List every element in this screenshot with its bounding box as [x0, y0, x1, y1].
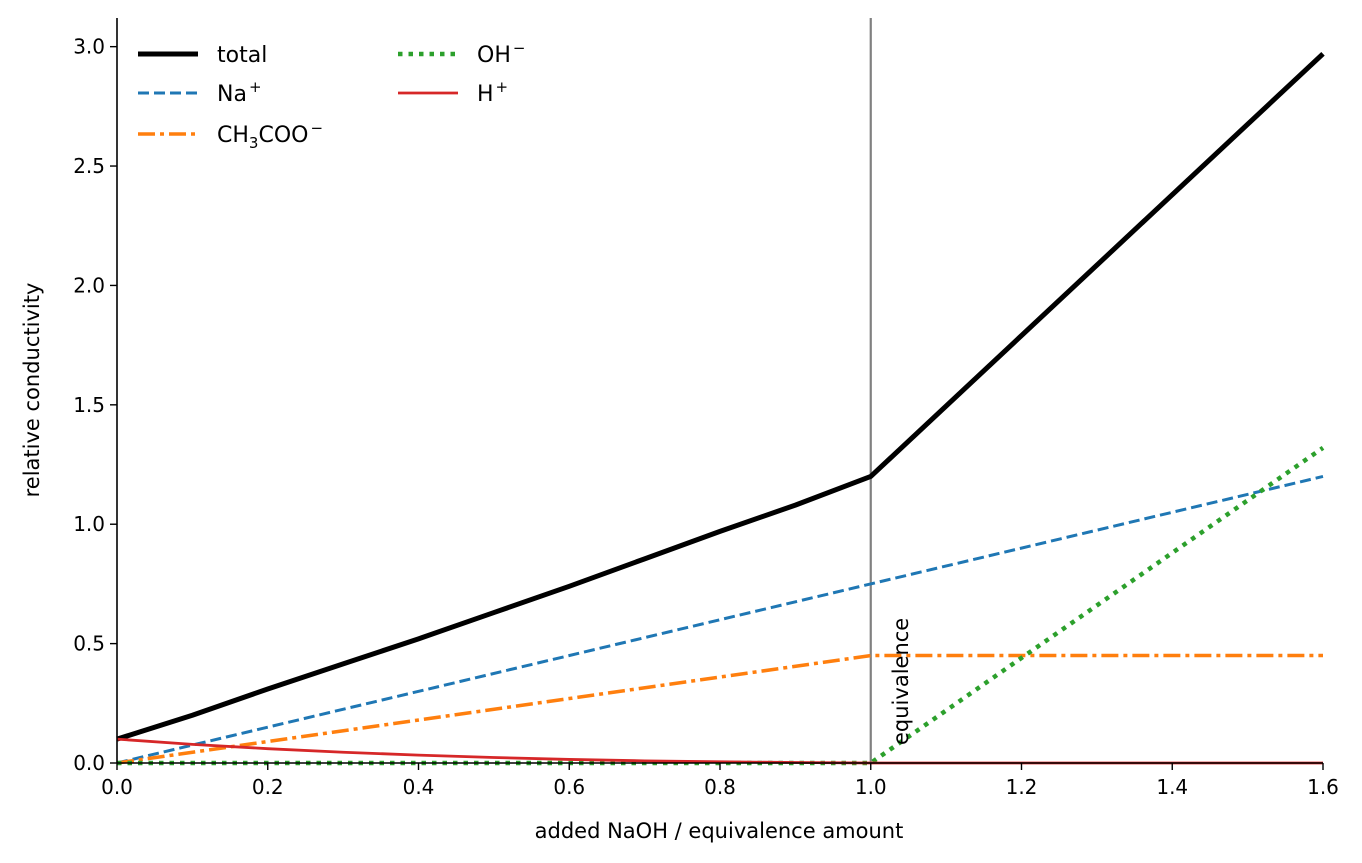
series-line-3 — [116, 653, 1323, 765]
x-tick-label: 0.0 — [101, 775, 133, 799]
y-tick-label: 0.0 — [73, 751, 105, 775]
legend-label-3: CH3COO − — [217, 119, 323, 152]
x-tick-label: 1.6 — [1307, 775, 1339, 799]
y-tick-label: 2.0 — [73, 273, 105, 297]
legend-label-2: Na + — [217, 78, 262, 107]
x-tick-label: 1.0 — [855, 775, 887, 799]
series-line-5 — [116, 737, 1323, 765]
series-line-1 — [116, 51, 1325, 742]
x-tick-label: 0.8 — [704, 775, 736, 799]
y-tick-label: 0.5 — [73, 632, 105, 656]
y-axis-label: relative conductivity — [20, 283, 44, 498]
x-tick-label: 0.4 — [403, 775, 435, 799]
series-line-2 — [116, 475, 1324, 765]
series-line-4 — [117, 445, 1325, 766]
x-tick-label: 0.2 — [252, 775, 284, 799]
legend-label-1: total — [217, 43, 267, 68]
y-tick-label: 2.5 — [73, 154, 105, 178]
y-tick-label: 3.0 — [73, 35, 105, 59]
x-tick-label: 1.2 — [1006, 775, 1038, 799]
x-tick-label: 1.4 — [1156, 775, 1188, 799]
legend-label-5: H + — [477, 78, 508, 107]
equivalence-label: equivalence — [889, 618, 913, 745]
y-tick-label: 1.0 — [73, 512, 105, 536]
legend: total Na + CH3COO − OH − H + — [138, 39, 525, 152]
legend-label-4: OH − — [477, 39, 525, 68]
x-tick-label: 0.6 — [553, 775, 585, 799]
y-tick-label: 1.5 — [73, 393, 105, 417]
x-axis-label: added NaOH / equivalence amount — [535, 819, 904, 843]
